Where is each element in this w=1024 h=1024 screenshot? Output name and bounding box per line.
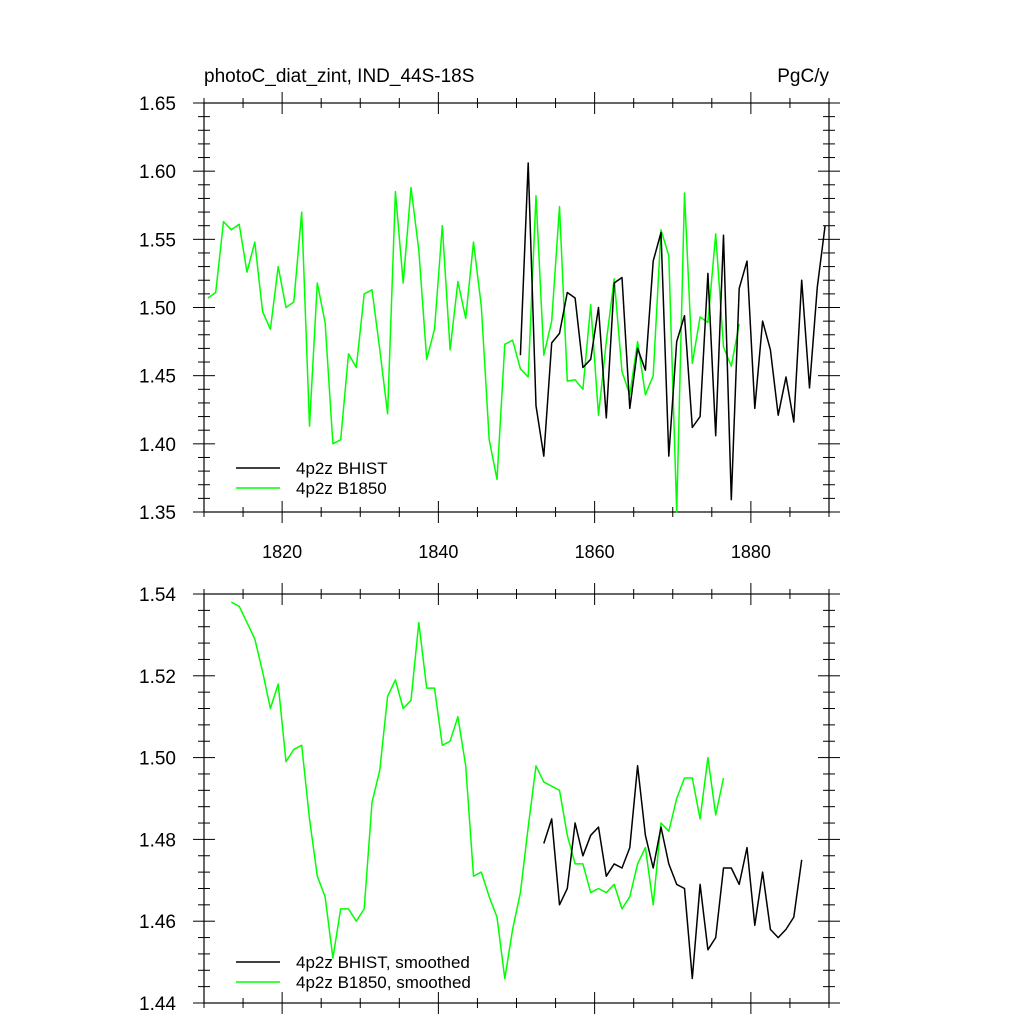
y-tick-label: 1.46 [139, 912, 176, 933]
y-tick-label: 1.52 [139, 667, 176, 688]
series-line [543, 765, 803, 980]
y-tick-label: 1.40 [139, 435, 176, 456]
top-panel: photoC_diat_zint, IND_44S-18S PgC/y 1820… [139, 66, 840, 562]
plot-frame [203, 102, 830, 513]
y-tick-label: 1.54 [139, 585, 176, 606]
y-tick-label: 1.50 [139, 299, 176, 320]
series-line [230, 601, 725, 980]
x-tick-label: 1820 [262, 542, 302, 562]
x-tick-label: 1880 [731, 542, 771, 562]
y-tick-label: 1.65 [139, 94, 176, 115]
y-tick-label: 1.35 [139, 503, 176, 524]
y-tick-label: 1.45 [139, 367, 176, 388]
bottom-panel: 1.44 1.46 1.48 1.50 1.52 1.54 4p2z BHIST, smoo… [139, 583, 840, 1015]
x-tick-label: 1840 [418, 542, 458, 562]
y-tick-label: 1.60 [139, 162, 176, 183]
legend-label: 4p2z B1850, smoothed [296, 973, 471, 992]
chart-title: photoC_diat_zint, IND_44S-18S [204, 66, 474, 87]
y-tick-label: 1.55 [139, 230, 176, 251]
series-line [519, 162, 826, 501]
y-tick-label: 1.48 [139, 830, 176, 851]
plot-frame [203, 593, 830, 1004]
y-tick-label: 1.44 [139, 994, 176, 1015]
legend-label: 4p2z BHIST [296, 459, 388, 478]
x-tick-label: 1860 [575, 542, 615, 562]
legend-label: 4p2z B1850 [296, 479, 387, 498]
legend-label: 4p2z BHIST, smoothed [296, 953, 470, 972]
y-tick-label: 1.50 [139, 749, 176, 770]
units-label: PgC/y [777, 66, 829, 87]
series-line [207, 186, 740, 513]
